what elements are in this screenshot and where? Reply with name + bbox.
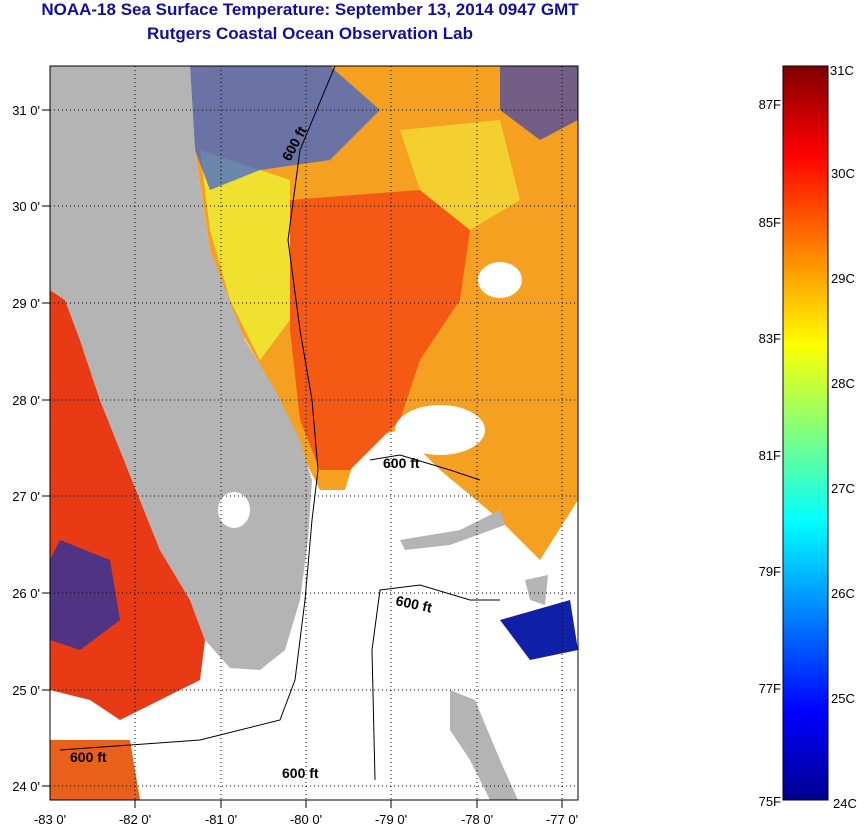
lat-label: 31 0' [12, 103, 40, 118]
lon-label: -78 0' [461, 812, 493, 827]
colorbar [782, 65, 829, 801]
lon-label: -80 0' [290, 812, 322, 827]
colorbar-label-f: 79F [759, 564, 781, 579]
colorbar-label-c: 28C [831, 376, 855, 391]
colorbar-label-f: 83F [759, 331, 781, 346]
sst-field-yellow [200, 150, 290, 360]
axis-ticks [42, 109, 563, 808]
lat-label: 30 0' [12, 199, 40, 214]
lat-label: 27 0' [12, 489, 40, 504]
contour-label: 600 ft [394, 592, 433, 615]
lat-label: 25 0' [12, 683, 40, 698]
graticule [50, 66, 578, 800]
contour-label: 600 ft [383, 455, 420, 471]
colorbar-label-c: 26C [831, 586, 855, 601]
grand-bahama-land [400, 510, 505, 550]
colorbar-label-f: 81F [759, 448, 781, 463]
isobath-600ft [59, 66, 500, 781]
longitude-labels: -83 0' -82 0' -81 0' -80 0' -79 0' -78 0… [34, 812, 578, 827]
sst-field-gulf-cold [50, 540, 120, 650]
sst-field-yellow-ne [400, 120, 520, 230]
sst-field-gulf-south [50, 740, 140, 800]
lon-label: -83 0' [34, 812, 66, 827]
colorbar-label-c: 25C [831, 691, 855, 706]
lat-label: 26 0' [12, 586, 40, 601]
colorbar-label-f: 85F [759, 215, 781, 230]
map-panel: 600 ft 600 ft 600 ft 600 ft 600 ft [50, 66, 578, 800]
colorbar-label-c: 24C [833, 796, 857, 811]
map-frame [49, 65, 579, 801]
lon-label: -81 0' [205, 812, 237, 827]
abaco-land [525, 575, 548, 605]
cloud-patch [478, 262, 522, 298]
sst-field-cold-north [190, 66, 380, 190]
sst-field-florida-bay-cold [500, 600, 578, 660]
lat-label: 28 0' [12, 393, 40, 408]
chart-subtitle: Rutgers Coastal Ocean Observation Lab [147, 24, 473, 43]
lake-okeechobee [218, 492, 250, 528]
colorbar-label-f: 77F [759, 681, 781, 696]
colorbar-celsius-labels: 31C 30C 29C 28C 27C 26C 25C 24C [830, 63, 857, 811]
colorbar-label-c: 29C [831, 271, 855, 286]
lon-label: -77 0' [546, 812, 578, 827]
contour-label: 600 ft [70, 749, 107, 765]
colorbar-label-f: 75F [759, 794, 781, 809]
sst-field-cold-ne [500, 66, 578, 140]
colorbar-label-f: 87F [759, 97, 781, 112]
latitude-labels: 31 0' 30 0' 29 0' 28 0' 27 0' 26 0' 25 0… [12, 103, 40, 794]
lon-label: -82 0' [119, 812, 151, 827]
lat-label: 24 0' [12, 779, 40, 794]
colorbar-fahrenheit-labels: 87F 85F 83F 81F 79F 77F 75F [759, 97, 781, 809]
lat-label: 29 0' [12, 296, 40, 311]
cloud-patch [395, 405, 485, 455]
colorbar-label-c: 27C [831, 481, 855, 496]
colorbar-label-c: 30C [831, 166, 855, 181]
lon-label: -79 0' [375, 812, 407, 827]
contour-label: 600 ft [282, 765, 319, 781]
bahamas-land [450, 690, 518, 800]
colorbar-label-c: 31C [830, 63, 854, 78]
chart-title: NOAA-18 Sea Surface Temperature: Septemb… [41, 0, 579, 19]
